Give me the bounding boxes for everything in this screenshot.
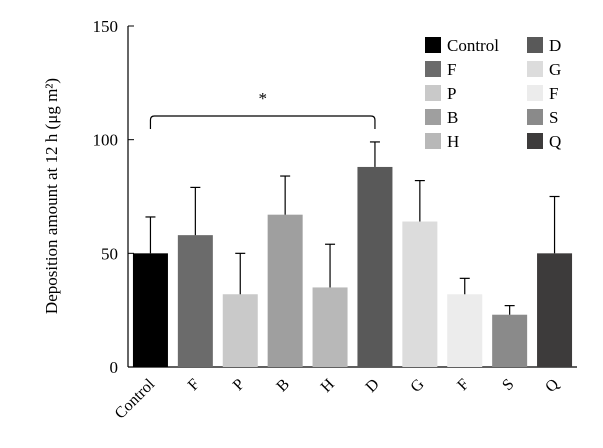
y-axis-label: Deposition amount at 12 h (μg m²)	[42, 78, 61, 314]
bar-0	[132, 253, 168, 367]
x-tick-labels: Control F P B H D G F S Q	[112, 375, 563, 422]
y-tick-label: 0	[110, 358, 119, 377]
bars	[132, 166, 573, 367]
bar-4	[312, 287, 348, 367]
legend-swatch	[425, 85, 441, 101]
y-tick-label: 100	[93, 131, 119, 150]
legend-label: P	[447, 84, 456, 103]
bar-2	[222, 294, 258, 367]
significance-bracket: *	[149, 89, 376, 129]
significance-line	[149, 115, 376, 129]
legend-swatch	[425, 37, 441, 53]
x-tick-label: B	[273, 376, 293, 396]
legend-label: Q	[549, 132, 561, 151]
bar-9	[537, 253, 573, 367]
legend-swatch	[527, 37, 543, 53]
legend-label: F	[549, 84, 558, 103]
bar-3	[267, 214, 303, 367]
bar-1	[177, 235, 213, 367]
x-tick-label: S	[499, 376, 517, 394]
legend-swatch	[527, 85, 543, 101]
legend-swatch	[425, 61, 441, 77]
x-tick-label: F	[454, 376, 472, 394]
legend-swatch	[425, 109, 441, 125]
x-tick-label: F	[185, 376, 203, 394]
significance-marker: *	[258, 89, 267, 108]
y-tick-label: 150	[93, 17, 119, 36]
x-tick-label: Control	[112, 375, 159, 422]
bar-8	[492, 314, 528, 367]
bar-6	[402, 221, 438, 367]
error-bars	[145, 141, 560, 315]
legend-label: D	[549, 36, 561, 55]
x-tick-label: G	[407, 375, 428, 396]
legend-label: H	[447, 132, 459, 151]
x-tick-label: Q	[542, 375, 563, 396]
legend-swatch	[425, 133, 441, 149]
y-tick-label: 50	[101, 244, 118, 263]
x-tick-label: H	[318, 375, 339, 396]
y-tick-labels: 0 50 100 150	[93, 17, 119, 377]
legend-label: S	[549, 108, 558, 127]
legend-label: G	[549, 60, 561, 79]
legend-swatch	[527, 133, 543, 149]
bar-5	[357, 166, 393, 367]
legend-label: B	[447, 108, 458, 127]
legend-swatch	[527, 61, 543, 77]
x-tick-label: P	[230, 376, 248, 394]
x-tick-label: D	[363, 376, 383, 396]
legend-label: Control	[447, 36, 499, 55]
legend-label: F	[447, 60, 456, 79]
bar-7	[447, 294, 483, 367]
legend-swatch	[527, 109, 543, 125]
